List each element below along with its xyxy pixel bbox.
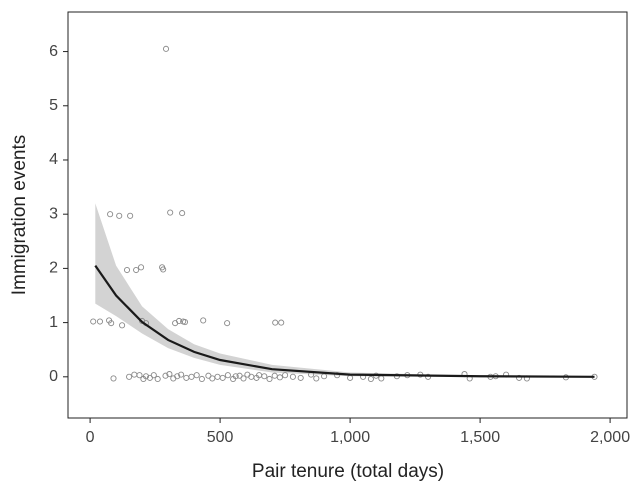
x-tick-label: 2,000 <box>590 429 630 446</box>
data-point <box>224 320 231 327</box>
data-point <box>107 211 114 218</box>
data-point <box>271 372 278 379</box>
data-point <box>174 373 181 380</box>
data-point <box>133 266 140 274</box>
data-point <box>127 212 134 219</box>
data-point <box>110 375 117 382</box>
y-tick-label: 4 <box>49 151 58 168</box>
data-point <box>367 375 374 383</box>
data-point <box>166 371 173 378</box>
data-point <box>108 320 115 327</box>
data-point <box>334 372 341 379</box>
data-point <box>297 374 304 381</box>
data-point <box>142 373 150 380</box>
data-point <box>278 319 285 326</box>
data-point <box>224 372 231 379</box>
plot-frame <box>67 11 628 419</box>
data-point <box>183 374 190 381</box>
data-point <box>516 374 523 381</box>
fit-line <box>94 265 595 378</box>
data-point <box>282 372 289 379</box>
x-tick-label: 0 <box>86 429 95 446</box>
x-tick-label: 500 <box>207 429 234 446</box>
x-tick-label: 1,000 <box>330 429 370 446</box>
data-point <box>240 375 247 382</box>
data-point <box>136 372 143 379</box>
data-point <box>154 375 161 383</box>
data-point <box>378 375 385 382</box>
data-point <box>313 375 320 382</box>
y-tick-label: 5 <box>49 97 58 114</box>
data-point <box>200 317 207 324</box>
data-point <box>276 374 283 381</box>
data-point <box>150 372 157 379</box>
y-tick-label: 0 <box>49 368 58 385</box>
data-point <box>232 373 239 380</box>
data-point <box>123 266 131 274</box>
x-axis-label: Pair tenure (total days) <box>252 461 444 482</box>
data-point <box>160 266 167 273</box>
data-point <box>162 372 169 379</box>
data-point <box>181 319 189 326</box>
data-point <box>266 375 273 383</box>
data-point <box>425 373 432 380</box>
data-point <box>167 209 174 216</box>
data-point <box>272 319 279 326</box>
data-point <box>188 373 195 380</box>
data-point <box>214 373 221 380</box>
y-tick-label: 2 <box>49 260 58 277</box>
y-tick-label: 1 <box>49 314 58 331</box>
data-point <box>209 375 216 382</box>
data-point <box>96 318 104 325</box>
data-point <box>179 210 186 217</box>
data-point <box>126 373 133 380</box>
data-point <box>289 373 296 380</box>
data-point <box>178 371 185 378</box>
data-point <box>175 317 183 325</box>
y-axis-label: Immigration events <box>9 135 30 296</box>
data-point <box>116 212 123 219</box>
y-tick-label: 3 <box>49 205 58 222</box>
data-point <box>162 45 170 52</box>
confidence-band <box>95 203 595 377</box>
x-tick-label: 1,500 <box>460 429 500 446</box>
data-point <box>131 371 138 378</box>
data-point <box>193 372 200 379</box>
data-point <box>138 264 145 271</box>
data-point <box>198 375 205 383</box>
data-point <box>261 373 268 380</box>
data-point <box>119 322 126 329</box>
data-point <box>90 318 97 325</box>
data-point <box>219 374 226 381</box>
y-tick-label: 6 <box>49 43 58 60</box>
